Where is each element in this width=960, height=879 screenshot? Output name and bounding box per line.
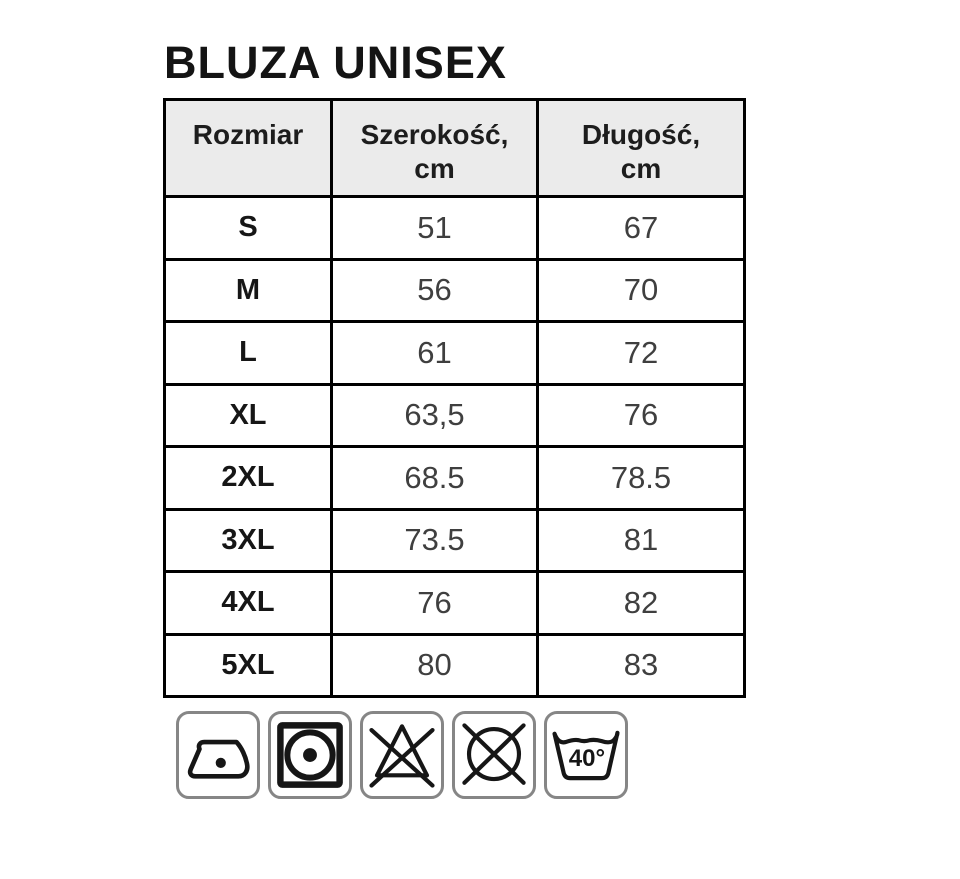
size-cell: 3XL: [163, 507, 333, 573]
do-not-bleach-icon: [360, 711, 444, 799]
size-cell: 4XL: [163, 570, 333, 636]
length-cell: 72: [536, 320, 746, 386]
page-title: BLUZA UNISEX: [164, 37, 507, 88]
length-cell: 81: [536, 507, 746, 573]
size-table-header: Rozmiar Szerokość, cm Długość, cm: [163, 98, 746, 198]
size-cell: L: [163, 320, 333, 386]
length-cell: 82: [536, 570, 746, 636]
wash-40-degrees-icon: 40°: [544, 711, 628, 799]
width-cell: 61: [330, 320, 539, 386]
col-header-length-line2: cm: [620, 153, 662, 184]
table-row: M 56 70: [163, 257, 746, 323]
length-cell: 67: [536, 195, 746, 261]
header-row: Rozmiar Szerokość, cm Długość, cm: [163, 98, 746, 198]
table-row: S 51 67: [163, 195, 746, 261]
size-table: Rozmiar Szerokość, cm Długość, cm S 51 6…: [163, 98, 746, 698]
col-header-width-line1: Szerokość,: [360, 119, 509, 150]
tumble-dry-one-dot-icon: [268, 711, 352, 799]
length-cell: 83: [536, 632, 746, 698]
table-row: XL 63,5 76: [163, 382, 746, 448]
col-header-size-line1: Rozmiar: [192, 119, 304, 150]
width-cell: 68.5: [330, 445, 539, 511]
size-cell: M: [163, 257, 333, 323]
width-cell: 80: [330, 632, 539, 698]
width-cell: 73.5: [330, 507, 539, 573]
length-cell: 70: [536, 257, 746, 323]
tumble-dry-one-dot-glyph: [277, 722, 343, 788]
col-header-length-line1: Długość,: [581, 119, 701, 150]
length-cell: 76: [536, 382, 746, 448]
iron-one-dot-glyph: [187, 739, 250, 779]
iron-one-dot-icon: [176, 711, 260, 799]
col-header-length: Długość, cm: [536, 98, 746, 198]
care-symbols-row: 40°: [176, 711, 628, 799]
length-cell: 78.5: [536, 445, 746, 511]
table-row: L 61 72: [163, 320, 746, 386]
width-cell: 76: [330, 570, 539, 636]
size-cell: 2XL: [163, 445, 333, 511]
col-header-size: Rozmiar: [163, 98, 333, 198]
do-not-dry-clean-icon: [452, 711, 536, 799]
col-header-width-line2: cm: [414, 153, 455, 184]
table-row: 4XL 76 82: [163, 570, 746, 636]
width-cell: 56: [330, 257, 539, 323]
table-row: 3XL 73.5 81: [163, 507, 746, 573]
width-cell: 63,5: [330, 382, 539, 448]
col-header-width: Szerokość, cm: [330, 98, 539, 198]
size-cell: XL: [163, 382, 333, 448]
table-row: 5XL 80 83: [163, 632, 746, 698]
wash-temp-label: 40°: [569, 745, 605, 772]
width-cell: 51: [330, 195, 539, 261]
size-cell: 5XL: [163, 632, 333, 698]
do-not-bleach-glyph: [369, 724, 435, 788]
wash-40-degrees-glyph: 40°: [552, 730, 620, 781]
size-cell: S: [163, 195, 333, 261]
do-not-dry-clean-glyph: [462, 723, 526, 785]
table-row: 2XL 68.5 78.5: [163, 445, 746, 511]
